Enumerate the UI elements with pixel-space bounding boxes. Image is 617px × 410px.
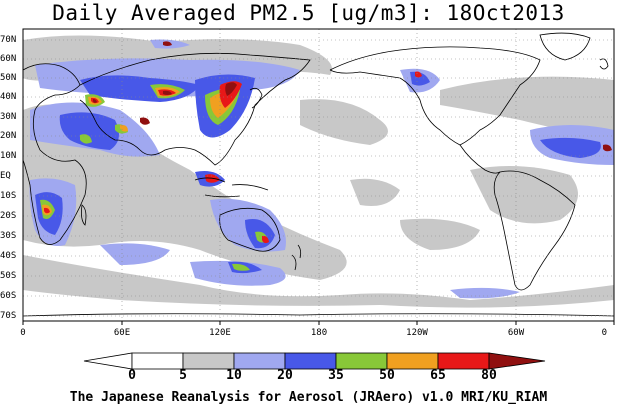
lat-label-40n: 40N [0, 92, 17, 102]
lat-label-50s: 50S [0, 271, 17, 281]
lon-label-0: 0 [20, 328, 26, 338]
legend-tick-35: 35 [328, 368, 344, 383]
legend-tick-80: 80 [481, 368, 497, 383]
lon-label-60e: 60E [113, 328, 131, 338]
map-content [23, 29, 614, 321]
lon-label-0-east: 0 [601, 328, 607, 338]
concentration-band-65-80 [44, 71, 422, 244]
lon-label-60w: 60W [507, 328, 525, 338]
colorbar-swatch-35-50 [335, 352, 388, 370]
lat-label-40s: 40S [0, 251, 17, 261]
legend-tick-5: 5 [179, 368, 187, 383]
lon-label-120w: 120W [406, 328, 428, 338]
colorbar-arrow-low [83, 352, 133, 370]
lat-label-60s: 60S [0, 291, 17, 301]
concentration-band-80-plus [93, 41, 612, 152]
legend-tick-65: 65 [430, 368, 446, 383]
legend-tick-50: 50 [379, 368, 395, 383]
colorbar [83, 352, 546, 370]
lat-label-eq: EQ [0, 171, 11, 181]
colorbar-arrow-high [488, 352, 546, 370]
legend-tick-10: 10 [226, 368, 242, 383]
coastlines [23, 32, 614, 317]
legend-tick-20: 20 [277, 368, 293, 383]
colorbar-swatch-20-35 [284, 352, 337, 370]
axis-ticks [22, 321, 615, 325]
colorbar-swatch-65-80 [437, 352, 490, 370]
lat-label-10s: 10S [0, 191, 17, 201]
lat-label-30n: 30N [0, 112, 17, 122]
lat-label-20n: 20N [0, 131, 17, 141]
legend-tick-0: 0 [128, 368, 136, 383]
colorbar-swatch-10-20 [233, 352, 286, 370]
lat-label-60n: 60N [0, 54, 17, 64]
colorbar-swatch-0-5 [131, 352, 184, 370]
lat-label-50n: 50N [0, 73, 17, 83]
lat-label-70n: 70N [0, 35, 17, 45]
lon-label-180: 180 [310, 328, 328, 338]
graticule [23, 29, 614, 321]
lat-label-70s: 70S [0, 311, 17, 321]
lat-label-10n: 10N [0, 151, 17, 161]
colorbar-swatch-5-10 [182, 352, 235, 370]
lat-label-30s: 30S [0, 231, 17, 241]
map-title: Daily Averaged PM2.5 [ug/m3]: 18Oct2013 [52, 1, 565, 25]
lat-label-20s: 20S [0, 211, 17, 221]
lon-label-120e: 120E [209, 328, 231, 338]
footer-credit: The Japanese Reanalysis for Aerosol (JRA… [69, 390, 548, 405]
colorbar-swatch-50-65 [386, 352, 439, 370]
